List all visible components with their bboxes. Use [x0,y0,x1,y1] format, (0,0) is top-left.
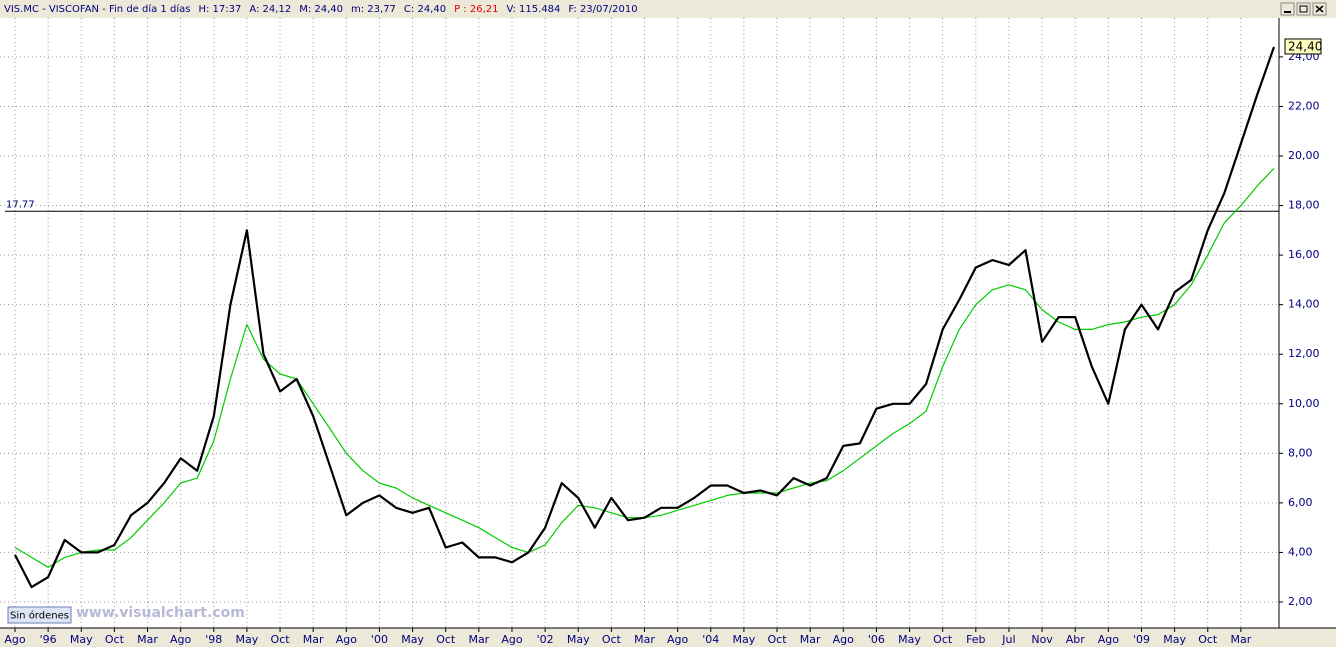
x-tick-label: Ago [4,633,26,646]
y-tick-label: 16,00 [1288,248,1320,261]
info-item: M: 24,40 [299,4,343,15]
x-tick-label: Ago [501,633,523,646]
x-tick-label: Jul [1001,633,1015,646]
y-tick-label: 20,00 [1288,149,1320,162]
x-tick-label: Mar [634,633,655,646]
y-tick-label: 6,00 [1288,496,1313,509]
x-tick-label: Oct [105,633,125,646]
orders-button-label[interactable]: Sin órdenes [10,610,69,622]
x-tick-label: Ago [667,633,689,646]
title: VIS.MC - VISCOFAN - Fin de día 1 días [4,3,190,15]
y-tick-label: 4,00 [1288,545,1313,558]
x-tick-label: Mar [800,633,821,646]
price-line [14,46,1276,589]
x-tick-label: Ago [170,633,192,646]
x-tick-label: Mar [137,633,158,646]
x-tick-label: '06 [868,633,885,646]
orders-button[interactable] [7,606,72,624]
x-axis-strip [0,628,1336,647]
info-item: m: 23,77 [351,4,396,15]
x-tick-label: May [70,633,93,646]
x-tick-label: Mar [1230,633,1251,646]
x-tick-label: May [236,633,259,646]
y-tick-label: 8,00 [1288,446,1313,459]
x-tick-label: May [733,633,756,646]
watermark: www.visualchart.com [76,605,245,621]
y-tick-label: 18,00 [1288,199,1320,212]
x-tick-label: May [567,633,590,646]
x-tick-label: Oct [436,633,456,646]
info-item: H: 17:37 [198,4,241,15]
axes: 2,00 4,00 6,00 8,00 10,00 12,00 14,00 16,00 18,0… [4,38,1322,646]
x-tick-label: Oct [602,633,622,646]
x-tick-label: '00 [371,633,388,646]
last-price-tag [1284,38,1322,55]
x-tick-label: '04 [702,633,719,646]
y-tick-label: 22,00 [1288,99,1320,112]
info-item: P : 26,21 [454,4,498,15]
x-tick-label: Nov [1031,633,1053,646]
x-tick-label: Mar [468,633,489,646]
maximize-button[interactable] [1296,2,1311,16]
info-group: H: 17:37 A: 24,12 M: 24,40 m: 23,77 C: 24,40… [198,4,637,15]
x-tick-label: Abr [1066,633,1086,646]
info-item: A: 24,12 [249,4,291,15]
window-buttons [1280,2,1327,16]
x-tick-label: May [1163,633,1186,646]
plot: 17.77 [5,46,1279,589]
info-item: C: 24,40 [404,4,446,15]
info-item: F: 23/07/2010 [568,4,637,15]
x-tick-label: '09 [1133,633,1150,646]
y-tick-label: 12,00 [1288,347,1320,360]
x-tick-label: Oct [933,633,953,646]
x-tick-label: Oct [1198,633,1218,646]
x-tick-label: Ago [336,633,358,646]
x-tick-label: May [401,633,424,646]
x-tick-label: Oct [768,633,788,646]
x-tick-label: '96 [40,633,57,646]
icon [1315,5,1324,13]
y-tick-label: 2,00 [1288,595,1313,608]
reference-label: 17.77 [6,199,35,210]
info-item: V: 115.484 [506,4,560,15]
minimize-button[interactable] [1280,2,1295,16]
x-tick-label: '02 [537,633,554,646]
y-tick-label: 14,00 [1288,298,1320,311]
x-tick-label: Ago [833,633,855,646]
y-tick-label: 10,00 [1288,397,1320,410]
x-tick-label: Oct [271,633,291,646]
x-tick-label: May [898,633,921,646]
x-tick-label: Mar [303,633,324,646]
x-tick-label: Feb [966,633,985,646]
header-bar [0,0,1336,18]
grid [0,18,1279,628]
last-price-label: 24,40 [1288,39,1322,53]
icon [1299,5,1308,13]
x-tick-label: Ago [1098,633,1120,646]
x-tick-label: '98 [205,633,222,646]
